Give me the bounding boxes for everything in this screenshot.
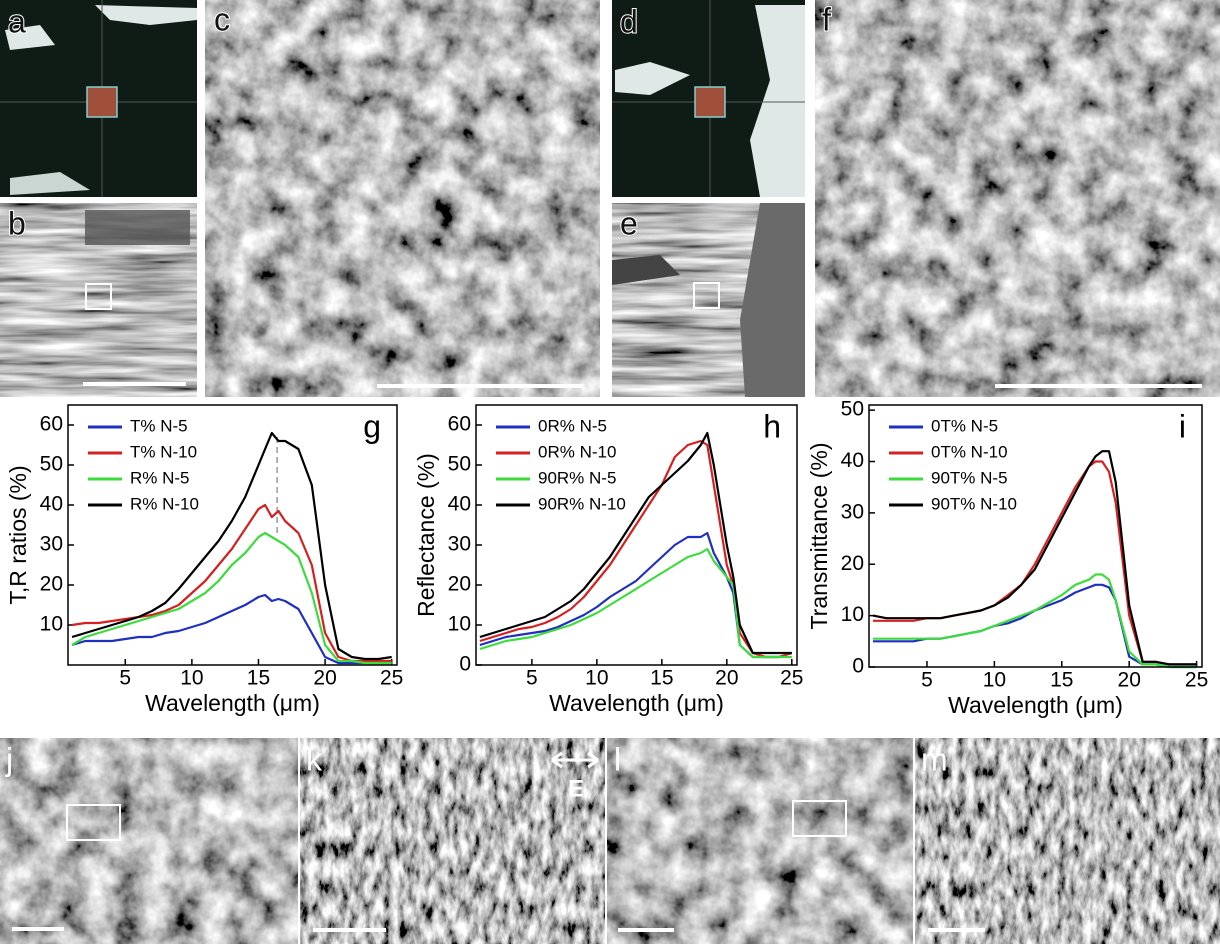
y-tick-label: 10 [841,603,864,626]
data-line [873,583,1197,669]
panel-label: b [8,205,26,241]
data-line [71,503,392,663]
panel-label: d [620,3,638,39]
panel-label: l [614,741,621,777]
y-tick-label: 30 [40,533,63,556]
legend-label: 0T% N-5 [931,416,998,435]
legend-label: T% N-10 [130,442,197,461]
data-line [479,547,792,659]
line-chart: 0 10 20 30 40 50 5 10 15 20 25 0T% N-5 0T% N-10 90T% … [806,398,1208,718]
panel-label: m [921,741,948,777]
x-tick-label: 5 [119,667,131,690]
panel-k: E k [300,738,605,944]
x-axis-label: Wavelength (μm) [549,690,724,716]
y-tick-label: 40 [841,449,864,472]
x-tick-label: 25 [1185,669,1208,692]
x-tick-label: 20 [313,667,336,690]
panel-label: h [763,408,781,444]
panel-b: b [0,203,197,397]
y-tick-label: 60 [448,413,471,436]
line-chart: 0 10 20 30 40 50 60 5 10 15 20 25 0R% N-5 0R% N-10 90R… [413,404,803,716]
y-tick-label: 0 [459,653,471,676]
legend-label: 90T% N-10 [931,494,1017,513]
panel-c: c [205,0,600,397]
data-line [873,460,1197,666]
panel-label: j [5,741,13,777]
y-axis-label: Transmittance (%) [806,442,832,629]
panel-e: e [612,203,805,397]
y-tick-label: 40 [448,493,471,516]
plot-frame [475,404,798,666]
y-tick-label: 20 [841,552,864,575]
panel-d: d [612,0,805,197]
y-tick-label: 20 [448,573,471,596]
legend-label: R% N-5 [130,468,190,487]
plot-frame [67,404,398,666]
legend-label: T% N-5 [130,416,188,435]
legend-label: 0R% N-10 [538,442,616,461]
x-tick-label: 15 [247,667,270,690]
y-tick-label: 40 [40,493,63,516]
x-tick-label: 25 [380,667,403,690]
y-tick-label: 30 [841,500,864,523]
y-tick-label: 50 [448,453,471,476]
legend-label: 0R% N-5 [538,416,607,435]
x-axis-label: Wavelength (μm) [145,690,320,716]
y-axis-label: T,R ratios (%) [5,465,31,604]
legend-label: 90R% N-5 [538,468,616,487]
data-line [71,531,392,665]
y-axis-label: Reflectance (%) [413,453,439,617]
x-tick-label: 10 [180,667,203,690]
y-tick-label: 20 [40,573,63,596]
panel-label: g [363,408,381,444]
panel-j: j [0,738,298,944]
x-axis-label: Wavelength (μm) [948,692,1123,718]
x-tick-label: 20 [715,667,738,690]
plot-frame [868,404,1203,668]
panel-a: a [0,0,197,197]
x-tick-label: 15 [650,667,673,690]
data-line [873,573,1197,669]
legend-label: 90R% N-10 [538,494,626,513]
data-line [479,431,792,655]
y-tick-label: 0 [852,655,864,678]
polarization-label: E [568,775,584,802]
x-tick-label: 15 [1050,669,1073,692]
x-tick-label: 10 [585,667,608,690]
panel-label: a [8,3,26,39]
y-tick-label: 50 [40,453,63,476]
data-line [71,431,392,661]
y-tick-label: 10 [40,613,63,636]
x-tick-label: 20 [1118,669,1141,692]
data-line [872,450,1197,666]
y-tick-label: 30 [448,533,471,556]
legend-label: 90T% N-5 [931,468,1008,487]
panel-f: f [815,0,1220,397]
panel-label: i [1179,408,1186,444]
panel-label: k [306,741,323,777]
y-tick-label: 60 [40,413,63,436]
panel-label: e [620,205,638,241]
x-tick-label: 5 [526,667,538,690]
data-line [479,439,793,659]
legend-label: 0T% N-10 [931,442,1008,461]
panel-label: c [214,1,230,37]
line-chart: 10 20 30 40 50 60 5 10 15 20 25 T% N-5 T% N-10 R% N-5… [5,404,403,716]
panel-m: m [915,738,1220,944]
panel-l: l [607,738,913,944]
x-tick-label: 5 [921,669,933,692]
y-tick-label: 50 [841,398,864,421]
panel-label: f [822,1,831,37]
y-tick-label: 10 [448,613,471,636]
data-line [71,593,392,665]
legend-label: R% N-10 [130,494,199,513]
x-tick-label: 10 [983,669,1006,692]
x-tick-label: 25 [780,667,803,690]
